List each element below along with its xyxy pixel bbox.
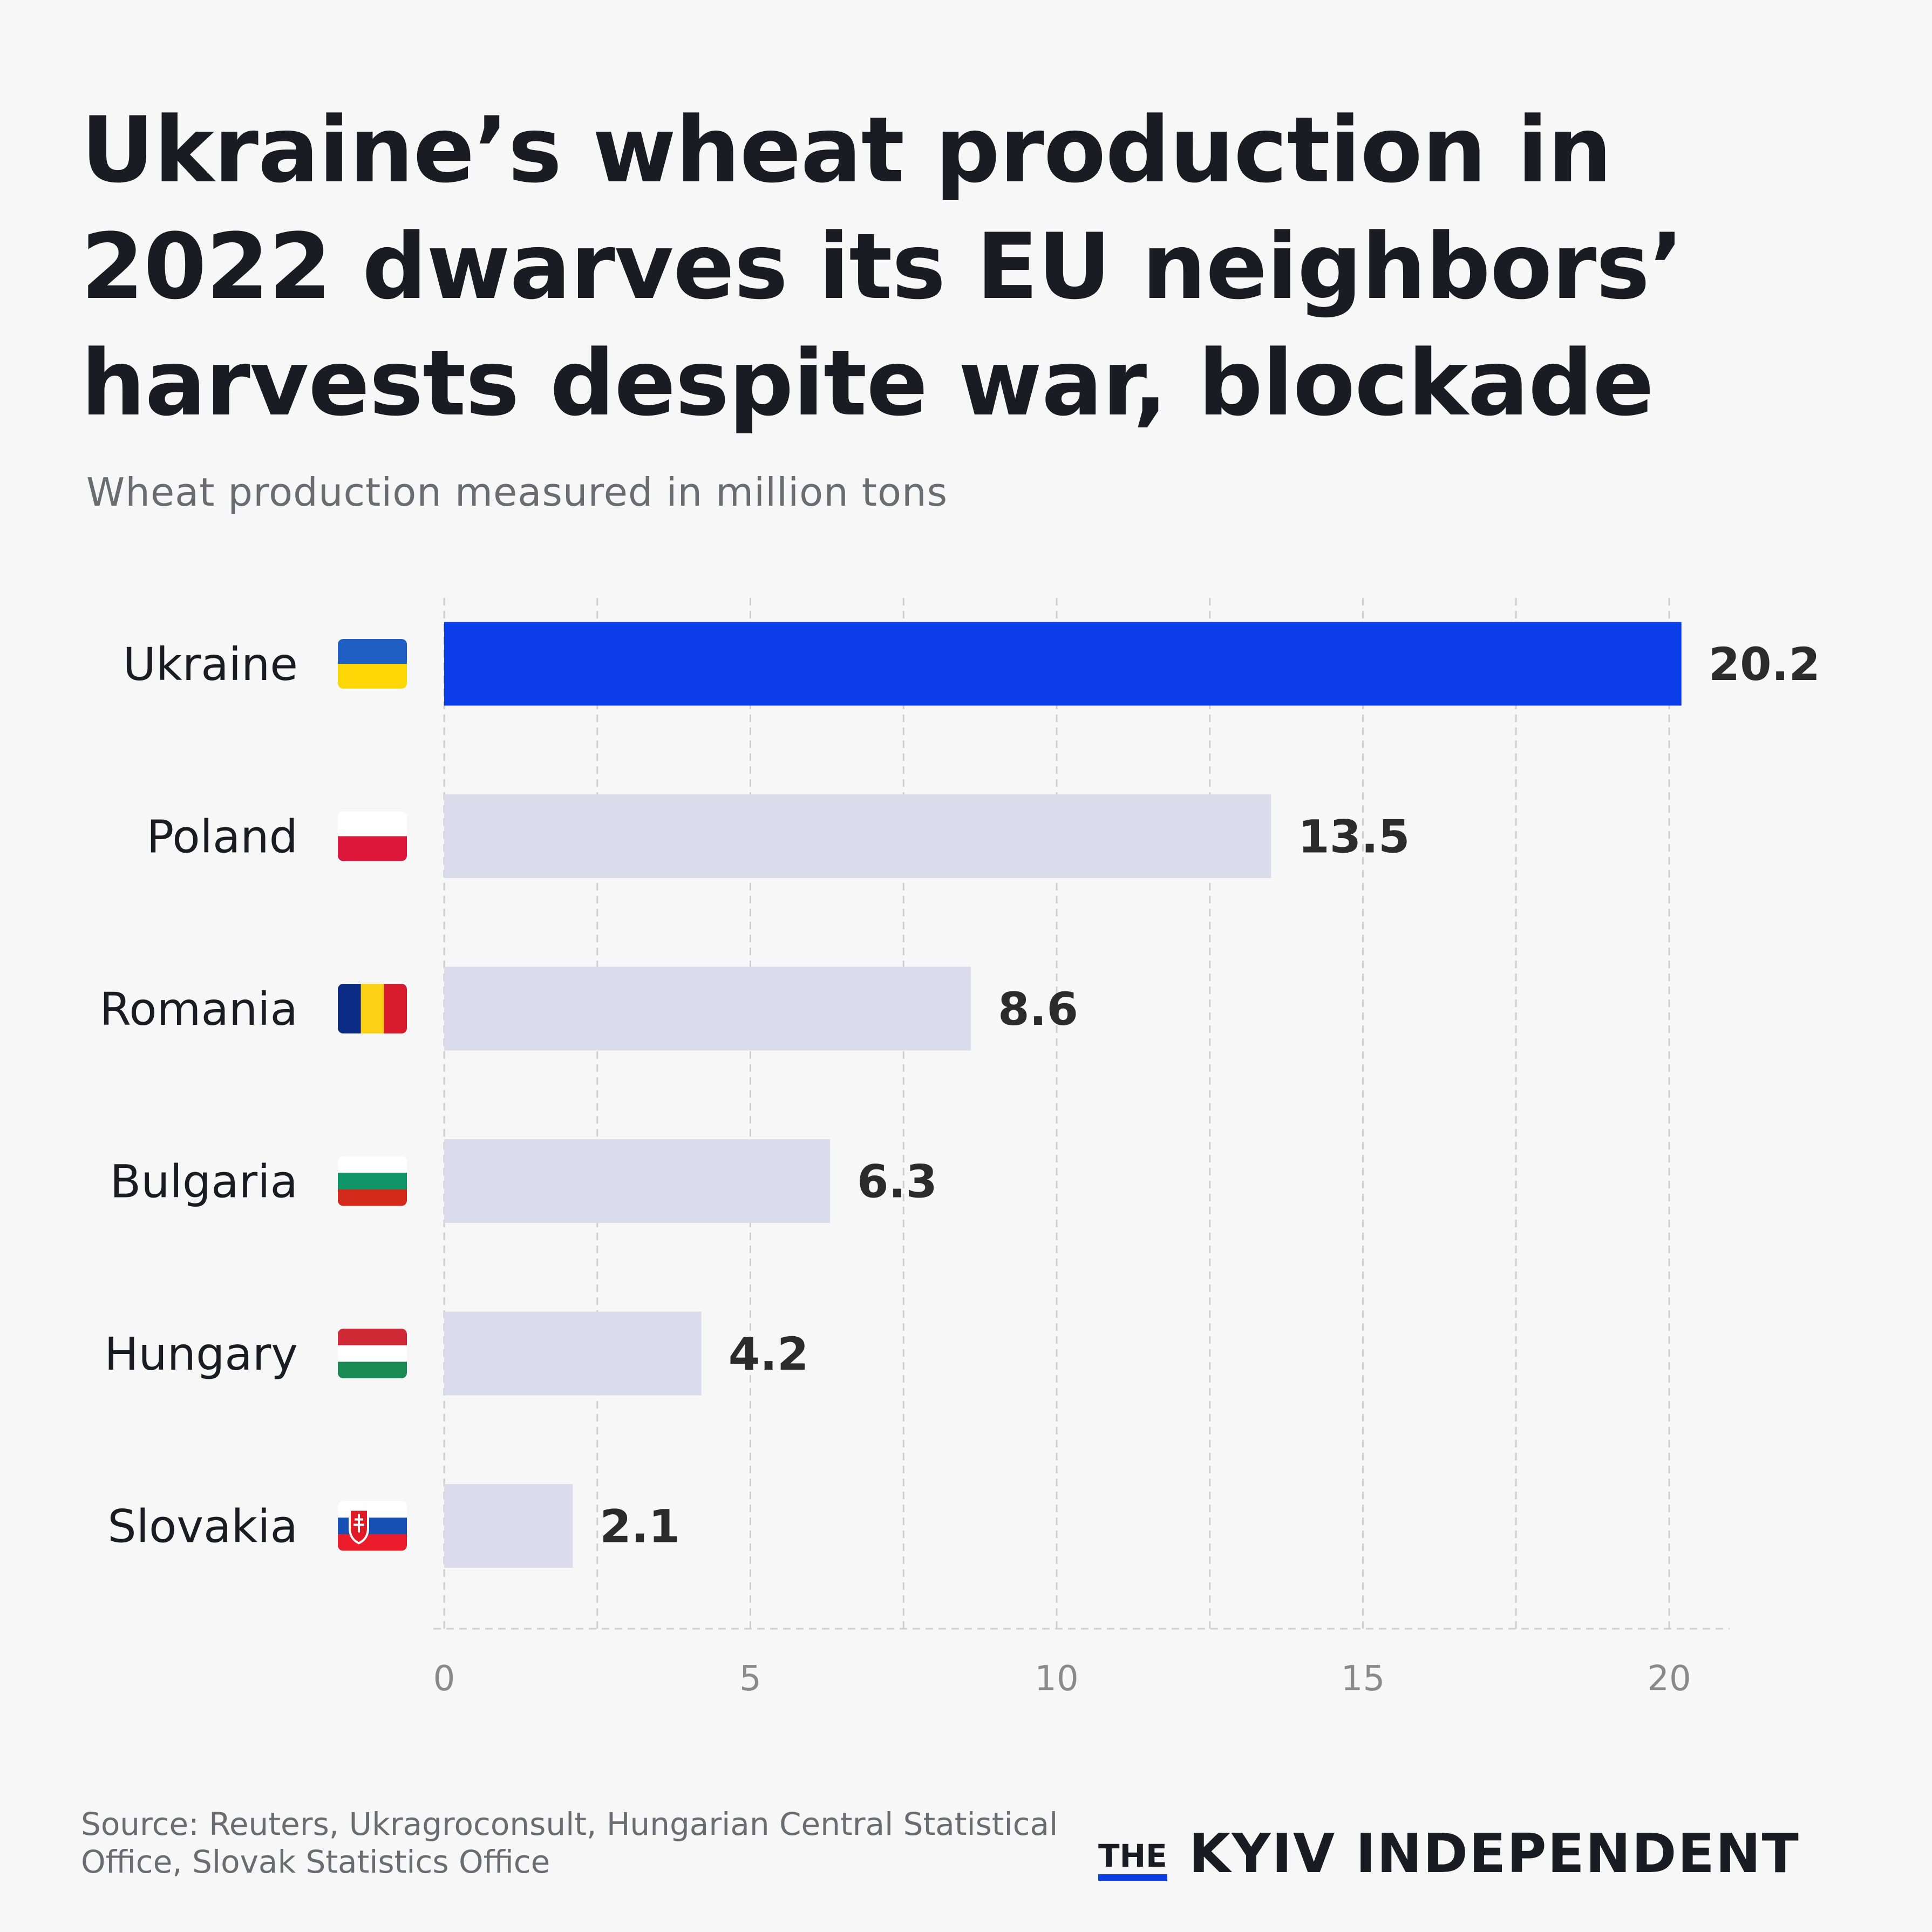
grid-layer — [433, 598, 1730, 1630]
poland-flag-icon — [338, 811, 407, 861]
category-label: Ukraine — [123, 638, 298, 691]
value-label: 8.6 — [998, 983, 1078, 1036]
x-tick-label: 0 — [433, 1659, 455, 1699]
brand-name: KYIV INDEPENDENT — [1188, 1822, 1800, 1885]
label-layer: 0 5 10 15 20 Ukraine 20.2 Poland 13.5 Romania 8.6 B… — [100, 638, 1820, 1699]
x-tick-label: 15 — [1341, 1659, 1385, 1699]
x-tick-label: 10 — [1035, 1659, 1078, 1699]
hungary-flag-icon — [338, 1329, 407, 1378]
bar-layer — [444, 622, 1682, 1568]
bar-ukraine — [444, 622, 1682, 706]
value-label: 20.2 — [1709, 638, 1820, 691]
ukraine-flag-icon — [338, 639, 407, 689]
category-label: Poland — [147, 811, 298, 863]
slovakia-flag-icon — [338, 1501, 407, 1551]
x-tick-label: 5 — [739, 1659, 761, 1699]
chart-subtitle: Wheat production measured in million ton… — [86, 470, 948, 515]
bar-poland — [444, 794, 1271, 878]
value-label: 2.1 — [600, 1500, 680, 1553]
bulgaria-flag-icon — [338, 1156, 407, 1206]
chart-title: Ukraine’s wheat production in 2022 dwarv… — [81, 97, 1684, 436]
bar-hungary — [444, 1311, 702, 1396]
brand-the: THE — [1098, 1839, 1167, 1881]
value-label: 6.3 — [857, 1155, 937, 1208]
romania-flag-icon — [338, 984, 407, 1033]
brand-logo: THE KYIV INDEPENDENT — [1098, 1816, 1800, 1881]
category-label: Romania — [100, 983, 298, 1036]
category-label: Hungary — [104, 1328, 298, 1380]
value-label: 4.2 — [729, 1328, 809, 1380]
bar-slovakia — [444, 1484, 573, 1568]
x-tick-label: 20 — [1647, 1659, 1691, 1699]
bar-romania — [444, 967, 971, 1051]
category-label: Bulgaria — [110, 1155, 298, 1208]
source-note: Source: Reuters, Ukragroconsult, Hungari… — [81, 1806, 1058, 1880]
category-label: Slovakia — [107, 1500, 298, 1553]
bar-bulgaria — [444, 1139, 831, 1223]
value-label: 13.5 — [1298, 811, 1410, 863]
